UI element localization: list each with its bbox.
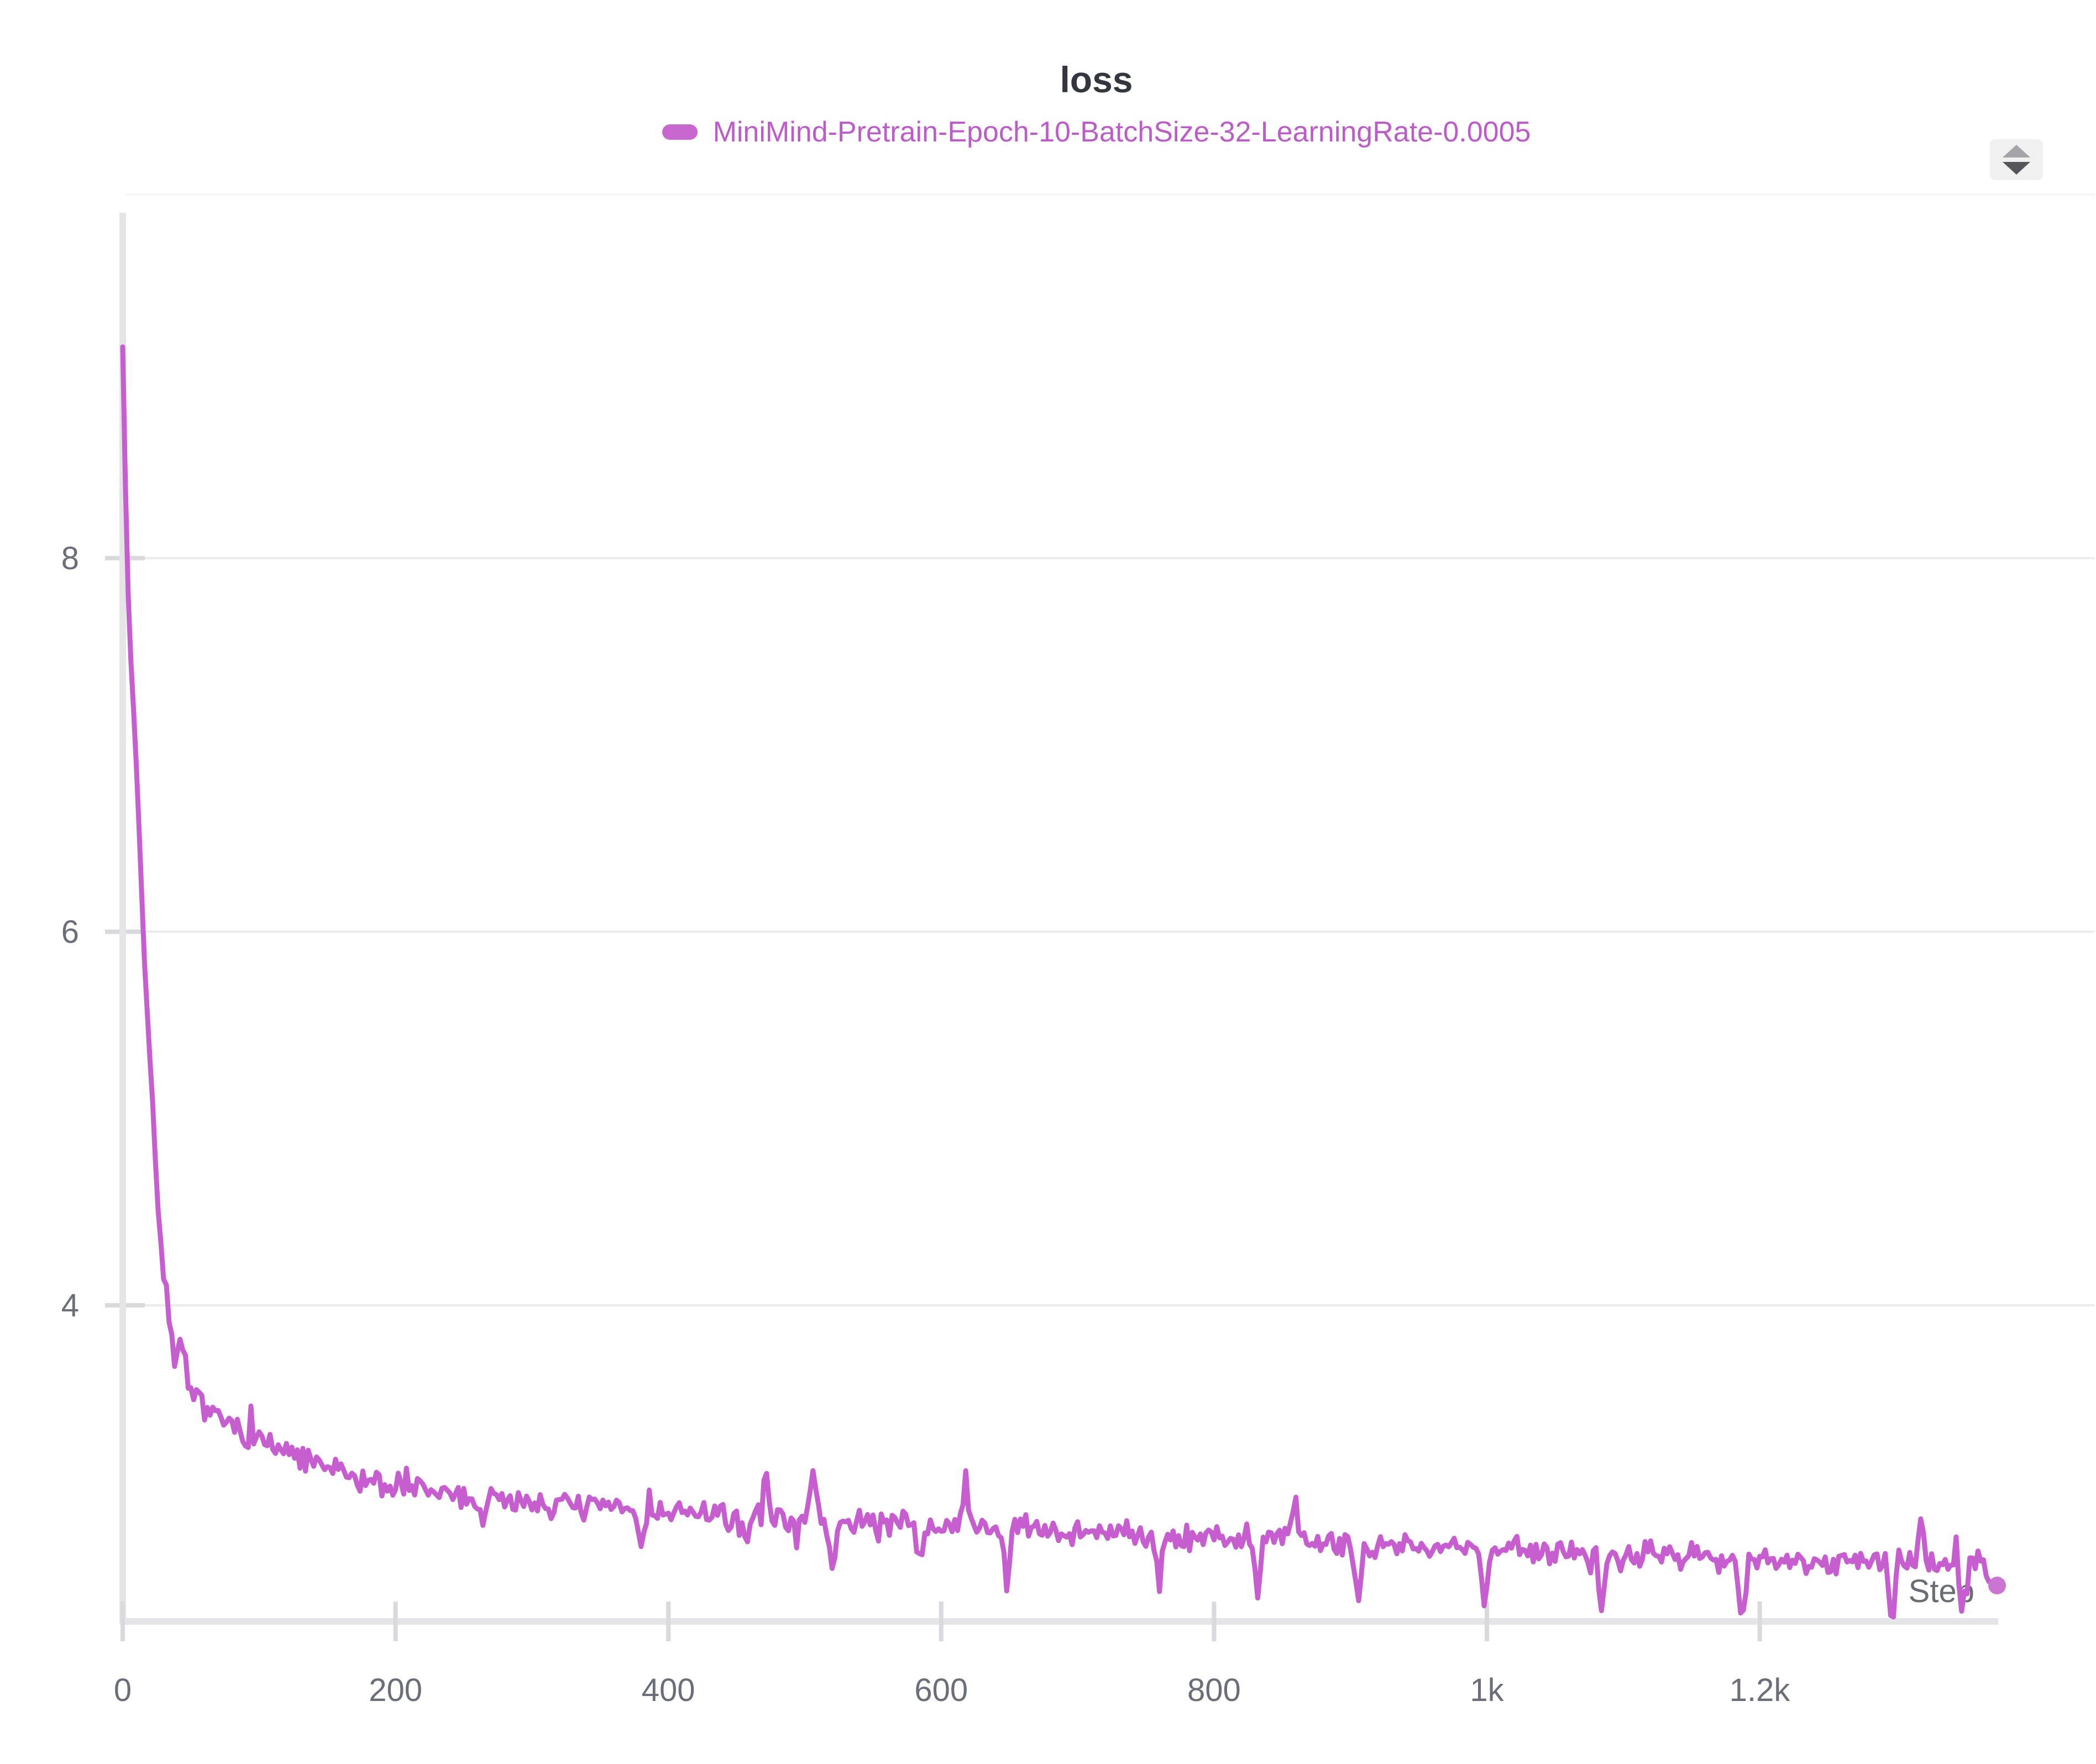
chart-header: loss MiniMind-Pretrain-Epoch-10-BatchSiz…: [123, 0, 2070, 149]
sort-down-icon: [2003, 162, 2030, 175]
y-tick-label: 4: [61, 1288, 79, 1324]
legend-series-label: MiniMind-Pretrain-Epoch-10-BatchSize-32-…: [712, 116, 1531, 148]
chart-title: loss: [1060, 59, 1133, 100]
x-tick-label: 800: [1187, 1672, 1241, 1708]
x-tick-label: 200: [369, 1672, 422, 1708]
legend-item[interactable]: MiniMind-Pretrain-Epoch-10-BatchSize-32-…: [123, 116, 2070, 149]
y-tick-label: 6: [61, 914, 79, 950]
x-tick-label: 0: [114, 1672, 132, 1708]
x-tick-label: 1k: [1470, 1672, 1504, 1708]
latest-point-dot: [1988, 1577, 2006, 1594]
loss-curve: [120, 344, 2000, 1620]
y-axis-line: [119, 213, 126, 1625]
y-tick-label: 8: [61, 540, 79, 576]
x-tick-label: 400: [642, 1672, 695, 1708]
legend-line-marker: [662, 124, 698, 140]
x-tick-label: 1.2k: [1730, 1672, 1791, 1708]
x-tick-label: 600: [914, 1672, 968, 1708]
sort-toggle-button[interactable]: [1990, 139, 2043, 180]
sort-up-icon: [2003, 145, 2030, 158]
x-axis-line: [119, 1618, 1999, 1625]
